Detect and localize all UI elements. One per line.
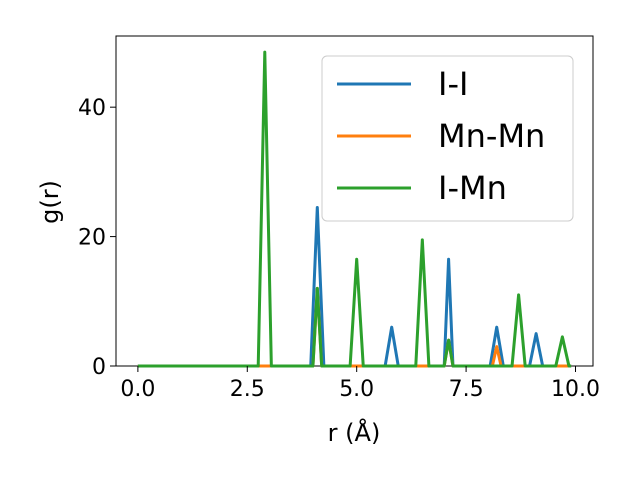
x-tick-label: 2.5	[230, 377, 265, 402]
y-axis-label: g(r)	[36, 180, 64, 224]
x-tick-label: 7.5	[449, 377, 484, 402]
x-tick-label: 5.0	[339, 377, 374, 402]
y-tick-label: 0	[92, 355, 106, 380]
legend-label-i-mn: I-Mn	[438, 169, 507, 207]
y-tick-label: 20	[78, 226, 106, 251]
series-line-i-i	[137, 205, 572, 368]
x-axis-label: r (Å)	[328, 418, 381, 447]
x-tick-label: 0.0	[120, 377, 155, 402]
legend-label-mn-mn: Mn-Mn	[438, 117, 545, 155]
legend-box	[321, 55, 574, 222]
legend: I-I Mn-Mn I-Mn	[321, 55, 574, 222]
x-tick-label: 10.0	[551, 377, 600, 402]
y-tick-label: 40	[78, 96, 106, 121]
tick-layer: 0.0 2.5 5.0 7.5 10.0 0 20 40	[78, 96, 600, 402]
legend-label-i-i: I-I	[438, 65, 468, 103]
series-line-i-mn	[137, 50, 572, 368]
series-layer	[137, 50, 572, 368]
